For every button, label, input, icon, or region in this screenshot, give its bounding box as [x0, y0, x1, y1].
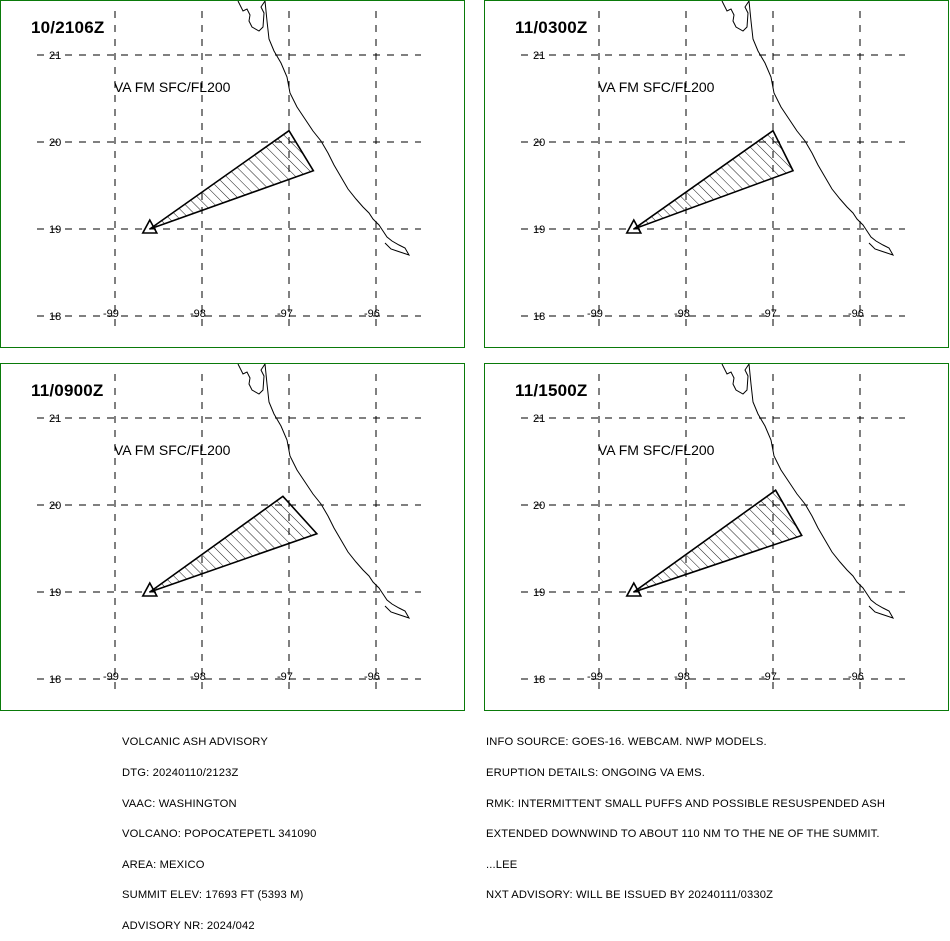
map-1: 21 20 19 18 -99 -98 -97 -96 VA FM SFC/FL200	[37, 1, 421, 329]
footer-line: ERUPTION DETAILS: ONGOING VA EMS.	[486, 767, 705, 779]
volcano-icon	[625, 581, 643, 597]
latitude-tick-label: 18	[533, 674, 545, 686]
latitude-tick-label: 18	[49, 674, 61, 686]
coastline	[721, 1, 895, 256]
volcano-icon	[141, 218, 159, 234]
map-3: 21 20 19 18 -99 -98 -97 -96 VA FM SFC/FL200	[37, 364, 421, 692]
lat-lon-grid	[37, 11, 421, 329]
longitude-tick-label: -99	[587, 671, 603, 683]
lat-lon-grid	[521, 11, 905, 329]
longitude-tick-label: -99	[103, 671, 119, 683]
forecast-panel-4: 21 20 19 18 -99 -98 -97 -96 VA FM SFC/FL200 11/1…	[484, 363, 949, 711]
footer-line: ADVISORY NR: 2024/042	[122, 919, 255, 932]
coastline	[237, 1, 411, 256]
longitude-tick-label: -97	[277, 308, 293, 320]
ash-level-label: VA FM SFC/FL200	[598, 79, 715, 95]
latitude-tick-label: 20	[49, 500, 61, 512]
ash-level-label: VA FM SFC/FL200	[598, 442, 715, 458]
latitude-tick-label: 20	[533, 137, 545, 149]
longitude-tick-label: -96	[848, 671, 864, 683]
longitude-tick-label: -99	[587, 308, 603, 320]
latitude-tick-label: 20	[533, 500, 545, 512]
latitude-tick-label: 21	[49, 413, 61, 425]
advisory-info-left: VOLCANIC ASH ADVISORY DTG: 20240110/2123…	[122, 717, 316, 941]
coastline	[721, 364, 895, 619]
ash-cloud-polygon	[633, 129, 795, 230]
footer-line: DTG: 20240110/2123Z	[122, 767, 239, 779]
advisory-info-right: INFO SOURCE: GOES-16. WEBCAM. NWP MODELS…	[486, 717, 885, 911]
latitude-tick-label: 18	[49, 311, 61, 323]
footer-line: ...LEE	[486, 858, 518, 871]
longitude-tick-label: -96	[364, 671, 380, 683]
footer-line: VOLCANIC ASH ADVISORY	[122, 736, 268, 749]
footer-line: INFO SOURCE: GOES-16. WEBCAM. NWP MODELS…	[486, 736, 767, 749]
footer-line: NXT ADVISORY: WILL BE ISSUED BY 20240111…	[486, 889, 774, 902]
longitude-tick-label: -98	[190, 671, 206, 683]
map-2: 21 20 19 18 -99 -98 -97 -96 VA FM SFC/FL200	[521, 1, 905, 329]
longitude-tick-label: -97	[277, 671, 293, 683]
longitude-tick-label: -96	[364, 308, 380, 320]
latitude-tick-label: 21	[49, 50, 61, 62]
panel-time-label: 11/1500Z	[515, 381, 588, 400]
forecast-panel-1: 21 20 19 18 -99 -98 -97 -96 VA FM SFC/FL200 10/2…	[0, 0, 465, 348]
panel-time-label: 11/0300Z	[515, 18, 588, 37]
longitude-tick-label: -98	[674, 308, 690, 320]
footer-line: AREA: MEXICO	[122, 858, 205, 871]
footer-line: VOLCANO: POPOCATEPETL 341090	[122, 828, 317, 841]
longitude-tick-label: -97	[761, 308, 777, 320]
volcano-icon	[141, 581, 159, 597]
forecast-panel-3: 21 20 19 18 -99 -98 -97 -96 VA FM SFC/FL200 11/0…	[0, 363, 465, 711]
longitude-tick-label: -96	[848, 308, 864, 320]
map-4: 21 20 19 18 -99 -98 -97 -96 VA FM SFC/FL200	[521, 364, 905, 692]
longitude-tick-label: -98	[674, 671, 690, 683]
latitude-tick-label: 19	[533, 587, 545, 599]
longitude-tick-label: -97	[761, 671, 777, 683]
ash-cloud-polygon	[633, 489, 803, 593]
forecast-panel-2: 21 20 19 18 -99 -98 -97 -96 VA FM SFC/FL200 11/0…	[484, 0, 949, 348]
coastline	[237, 364, 411, 619]
volcano-icon	[625, 218, 643, 234]
ash-level-label: VA FM SFC/FL200	[114, 79, 231, 95]
ash-cloud-polygon	[149, 495, 319, 593]
ash-level-label: VA FM SFC/FL200	[114, 442, 231, 458]
latitude-tick-label: 21	[533, 50, 545, 62]
footer-line: EXTENDED DOWNWIND TO ABOUT 110 NM TO THE…	[486, 828, 880, 841]
latitude-tick-label: 21	[533, 413, 545, 425]
panel-time-label: 10/2106Z	[31, 18, 105, 37]
latitude-tick-label: 20	[49, 137, 61, 149]
panel-time-label: 11/0900Z	[31, 381, 104, 400]
latitude-tick-label: 19	[49, 224, 61, 236]
footer-line: SUMMIT ELEV: 17693 FT (5393 M)	[122, 889, 304, 902]
longitude-tick-label: -98	[190, 308, 206, 320]
lat-lon-grid	[521, 374, 905, 692]
ash-cloud-polygon	[149, 129, 315, 230]
lat-lon-grid	[37, 374, 421, 692]
footer-line: RMK: INTERMITTENT SMALL PUFFS AND POSSIB…	[486, 797, 886, 810]
latitude-tick-label: 18	[533, 311, 545, 323]
latitude-tick-label: 19	[533, 224, 545, 236]
footer-line: VAAC: WASHINGTON	[122, 797, 237, 810]
longitude-tick-label: -99	[103, 308, 119, 320]
latitude-tick-label: 19	[49, 587, 61, 599]
